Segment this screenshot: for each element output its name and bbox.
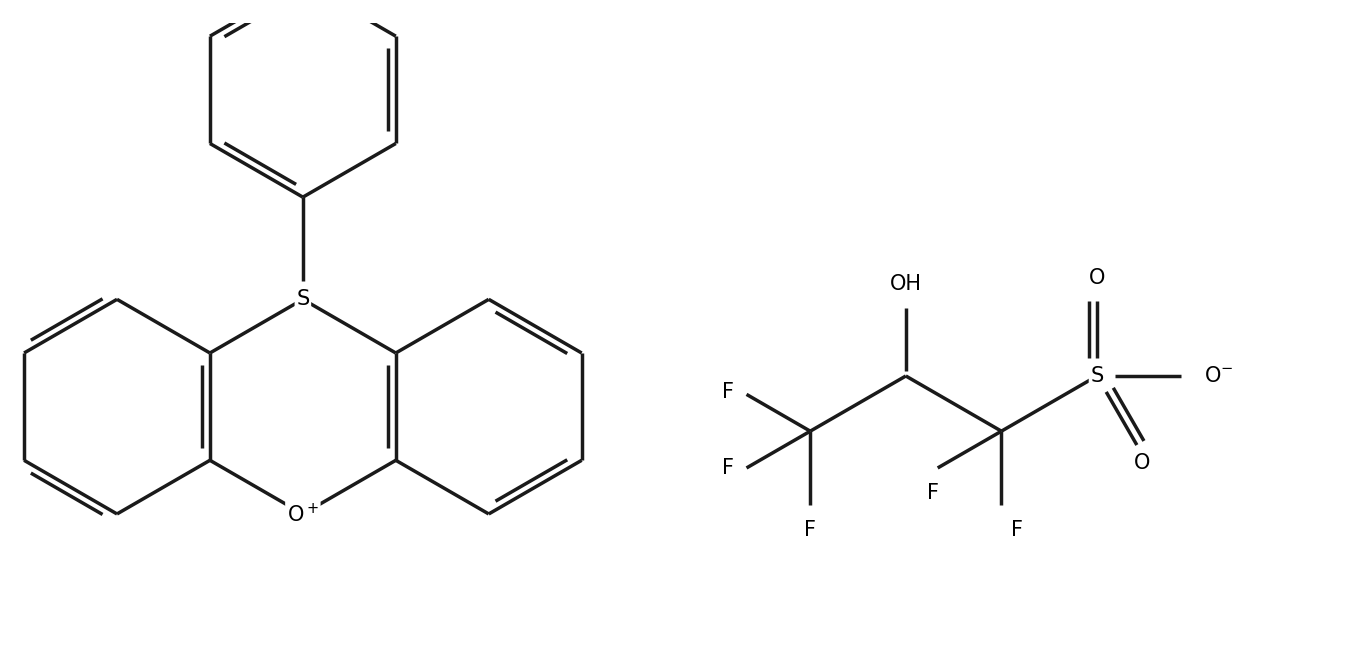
Text: OH: OH: [889, 274, 922, 294]
Text: F: F: [722, 458, 734, 478]
Text: O$^+$: O$^+$: [287, 502, 319, 525]
Text: O: O: [1088, 268, 1105, 288]
Text: S: S: [297, 289, 309, 310]
Text: O$^{-}$: O$^{-}$: [1204, 366, 1234, 386]
Text: F: F: [926, 483, 938, 504]
Text: F: F: [722, 382, 734, 403]
Text: O: O: [1133, 453, 1150, 473]
Text: S: S: [1091, 366, 1103, 386]
Text: F: F: [1011, 520, 1023, 540]
Text: F: F: [804, 520, 816, 540]
